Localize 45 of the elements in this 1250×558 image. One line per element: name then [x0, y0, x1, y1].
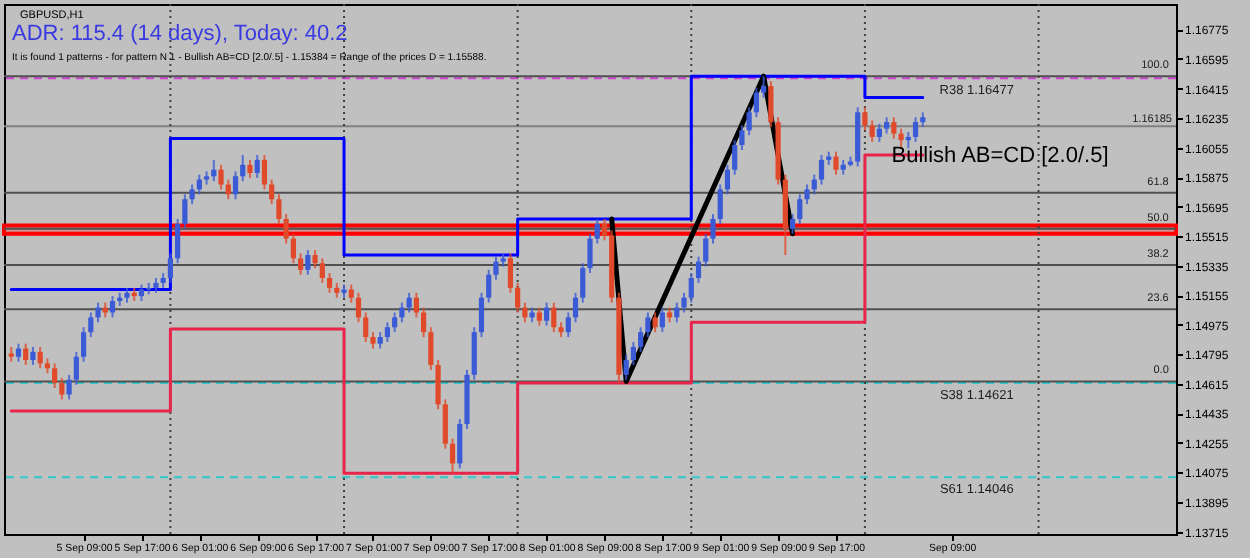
candlestick [486, 268, 492, 304]
candlestick [23, 342, 29, 366]
candlestick [319, 257, 325, 284]
candlestick [298, 252, 304, 276]
candlestick [254, 153, 260, 179]
candlestick [167, 252, 173, 284]
candlestick [536, 306, 542, 327]
candlestick [15, 342, 22, 363]
candlestick [761, 75, 767, 99]
candlestick [891, 116, 897, 140]
candlestick [869, 119, 875, 143]
candlestick [659, 306, 665, 334]
candlestick [449, 437, 456, 475]
candlestick [818, 153, 825, 186]
candlestick [876, 122, 882, 143]
candlestick [601, 217, 608, 242]
candlestick [225, 178, 231, 201]
candlestick [109, 295, 116, 319]
candlestick [912, 116, 919, 143]
candlestick [232, 170, 239, 201]
candlestick [551, 301, 557, 334]
candlestick [363, 311, 369, 344]
candlestick [507, 252, 514, 294]
candlestick [384, 321, 391, 344]
candlestick [565, 311, 571, 339]
candlestick [688, 272, 694, 304]
annotation: ADR: 115.4 (14 days), Today: 40.2 [12, 22, 348, 46]
candlestick [652, 311, 658, 334]
candlestick [30, 345, 36, 366]
candlestick [305, 249, 311, 276]
candlestick [399, 301, 405, 324]
candlestick [37, 345, 43, 370]
candlestick [326, 272, 333, 294]
candlestick [833, 150, 839, 176]
annotation: Bullish AB=CD [2.0/.5] [891, 144, 1109, 168]
candlestick [261, 153, 268, 191]
candlestick [52, 362, 58, 389]
candlestick [355, 291, 362, 324]
candlestick [515, 281, 521, 314]
candlestick [413, 291, 419, 319]
candlestick [406, 291, 412, 314]
candlestick [247, 158, 253, 179]
candlestick [218, 163, 224, 191]
candlestick [392, 311, 398, 334]
candlestick [543, 301, 550, 327]
